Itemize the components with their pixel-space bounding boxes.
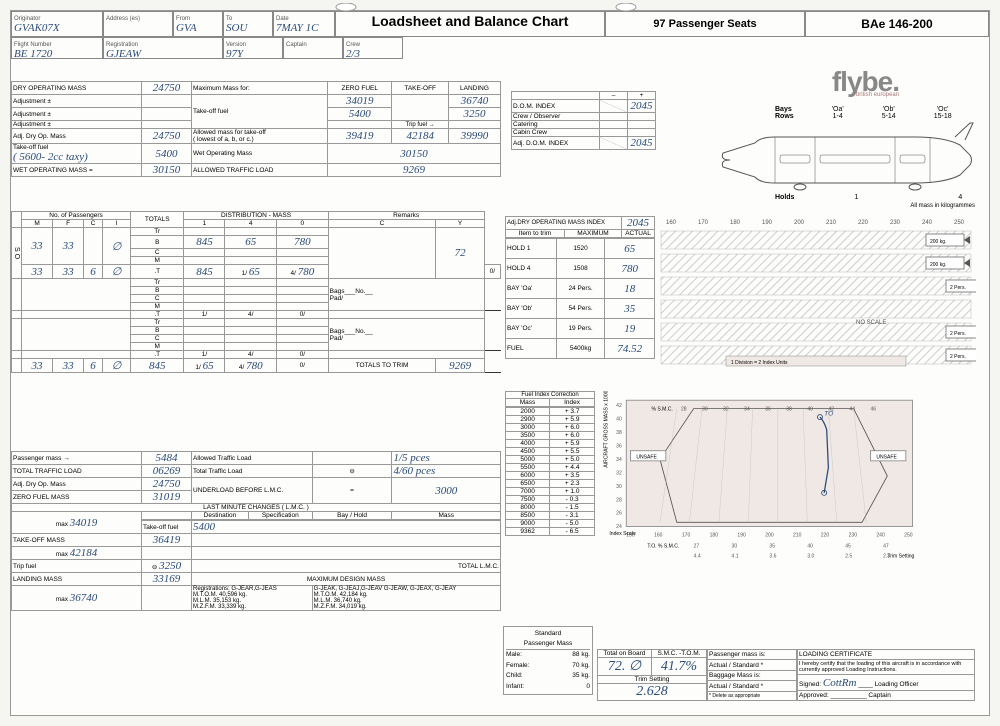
svg-text:TO: TO [824,410,834,417]
svg-text:250: 250 [904,533,913,539]
svg-text:240: 240 [922,220,933,226]
svg-text:170: 170 [682,533,691,539]
svg-text:34: 34 [616,457,622,463]
svg-text:210: 210 [826,220,837,226]
loadsheet: OriginatorGVAK07X Address (es) FromGVA T… [10,10,990,716]
version: 97Y [226,48,243,60]
svg-text:36: 36 [616,443,622,449]
dom-index-table: –+ D.O.M. INDEX2045 Crew / Observer Cate… [511,91,656,150]
svg-text:2 Pers.: 2 Pers. [950,285,966,291]
originator: GVAK07X [14,22,60,34]
aircraft-type: BAe 146-200 [805,11,989,37]
svg-text:3.6: 3.6 [769,554,776,560]
svg-text:220: 220 [821,533,830,539]
svg-text:UNSAFE: UNSAFE [876,454,897,460]
svg-text:47: 47 [883,544,889,550]
brand-logo: flybe. british european [832,66,899,98]
svg-text:Trim Setting: Trim Setting [887,554,914,560]
svg-text:180: 180 [710,533,719,539]
svg-text:1 Division = 2 Index Units: 1 Division = 2 Index Units [731,360,788,366]
svg-text:35: 35 [769,544,775,550]
svg-text:220: 220 [858,220,869,226]
binder-hole-icon [611,3,641,19]
svg-text:2 Pers.: 2 Pers. [950,331,966,337]
svg-text:210: 210 [793,533,802,539]
svg-text:42: 42 [616,403,622,409]
svg-text:NO SCALE: NO SCALE [856,320,886,326]
std-pax-mass: Standard Passenger Mass Male: 88 kg. Fem… [503,626,593,695]
svg-text:27: 27 [694,544,700,550]
svg-text:AIRCRAFT GROSS MASS x 1000: AIRCRAFT GROSS MASS x 1000 [604,391,610,468]
bottom-mass-block: Passenger mass →5484Allowed Traffic Load… [11,451,501,611]
flight-no: BE 1720 [14,48,52,60]
fuel-index-table: Fuel Index Correction MassIndex 2000+ 3.… [505,391,595,536]
to: SOU [226,22,247,34]
registration: GJEAW [106,48,141,60]
crew: 2/3 [346,48,360,60]
svg-text:240: 240 [876,533,885,539]
svg-text:UNSAFE: UNSAFE [636,454,657,460]
index-scale: 160 170 180 190 200 210 220 230 240 250 200 kg. 20… [656,216,976,371]
svg-text:190: 190 [762,220,773,226]
svg-text:250: 250 [954,220,965,226]
svg-text:34: 34 [744,406,750,412]
index-table: Adj.DRY OPERATING MASS INDEX2045 Item to… [505,216,655,359]
svg-text:180: 180 [730,220,741,226]
svg-text:3.0: 3.0 [807,554,814,560]
svg-text:30: 30 [702,406,708,412]
svg-text:32: 32 [616,470,622,476]
svg-text:200 kg.: 200 kg. [930,239,946,245]
svg-text:40: 40 [807,406,813,412]
svg-text:200 kg.: 200 kg. [930,262,946,268]
svg-text:30: 30 [732,544,738,550]
svg-text:170: 170 [698,220,709,226]
plane-icon [715,120,975,200]
svg-text:200: 200 [794,220,805,226]
svg-text:46: 46 [870,406,876,412]
svg-text:160: 160 [666,220,677,226]
svg-text:230: 230 [849,533,858,539]
svg-text:32: 32 [723,406,729,412]
svg-text:T.O. % S.M.C.: T.O. % S.M.C. [647,544,679,550]
footer-right: Total on BoardS.M.C. -T.O.M. 72. ∅41.7% … [597,649,975,701]
svg-text:24: 24 [616,524,622,530]
svg-text:36: 36 [765,406,771,412]
binder-hole-icon [331,3,361,19]
svg-text:38: 38 [616,430,622,436]
svg-text:% S.M.C.: % S.M.C. [652,406,673,412]
svg-text:28: 28 [681,406,687,412]
cg-chart: 42 40 38 36 34 32 30 28 26 24 AIRCRAFT GROSS MASS… [601,391,921,563]
svg-text:2.5: 2.5 [845,554,852,560]
svg-text:40: 40 [616,416,622,422]
svg-text:40: 40 [807,544,813,550]
svg-text:230: 230 [890,220,901,226]
svg-text:28: 28 [616,497,622,503]
mass-block: DRY OPERATING MASS24750Maximum Mass for:… [11,81,501,177]
svg-text:4.1: 4.1 [732,554,739,560]
svg-text:38: 38 [786,406,792,412]
svg-text:200: 200 [765,533,774,539]
svg-text:Index Scale: Index Scale [609,531,636,537]
from: GVA [176,22,197,34]
svg-text:190: 190 [737,533,746,539]
aircraft-diagram: BaysRows 'Oa'1-4 'Ob'5-14 'Oc'15-18 Hold… [715,106,975,209]
date: 7MAY 1C [276,22,318,34]
page-title: Loadsheet and Balance Chart [335,11,605,37]
svg-text:30: 30 [616,484,622,490]
passenger-table: No. of PassengersTOTALSDISTRIBUTION - MA… [11,211,501,373]
svg-text:2 Pers.: 2 Pers. [950,354,966,360]
svg-text:160: 160 [654,533,663,539]
svg-text:26: 26 [616,511,622,517]
svg-text:45: 45 [845,544,851,550]
svg-text:4.4: 4.4 [694,554,701,560]
